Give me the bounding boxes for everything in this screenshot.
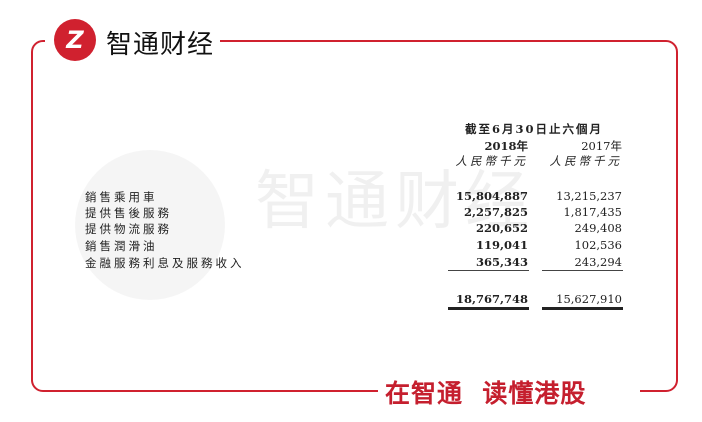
total-2017: 15,627,910 <box>556 292 622 306</box>
red-frame <box>31 40 678 392</box>
value-2018: 365,343 <box>475 255 528 269</box>
year-2017: 2017年 <box>581 139 622 153</box>
value-2018: 119,041 <box>475 238 528 252</box>
year-2018: 2018年 <box>484 139 528 153</box>
total-rule <box>448 307 529 310</box>
value-2017: 13,215,237 <box>556 189 622 203</box>
value-2017: 1,817,435 <box>563 205 622 219</box>
value-2018: 2,257,825 <box>463 205 528 219</box>
total-2018: 18,767,748 <box>455 292 528 306</box>
value-2018: 220,652 <box>475 221 528 235</box>
value-2018: 15,804,887 <box>455 189 528 203</box>
row-label: 銷售乘用車 <box>85 190 158 204</box>
value-2017: 102,536 <box>574 238 622 252</box>
zhitong-logo-icon: Z <box>54 19 96 61</box>
row-label: 銷售潤滑油 <box>85 239 158 253</box>
slogan: 在智通 读懂港股 <box>385 379 587 408</box>
total-rule <box>542 307 623 310</box>
subtotal-rule <box>542 270 623 271</box>
unit-2017: 人民幣千元 <box>549 154 622 168</box>
watermark-logo-icon <box>75 150 225 300</box>
watermark: 智通财经 <box>255 165 535 239</box>
value-2017: 249,408 <box>574 221 622 235</box>
row-label: 提供物流服務 <box>85 222 172 236</box>
row-label: 金融服務利息及服務收入 <box>85 256 245 270</box>
brand-name: 智通财经 <box>106 30 215 60</box>
row-label: 提供售後服務 <box>85 206 172 220</box>
unit-2018: 人民幣千元 <box>455 154 528 168</box>
period-header: 截至6月30日止六個月 <box>465 122 604 136</box>
value-2017: 243,294 <box>574 255 622 269</box>
subtotal-rule <box>448 270 529 271</box>
